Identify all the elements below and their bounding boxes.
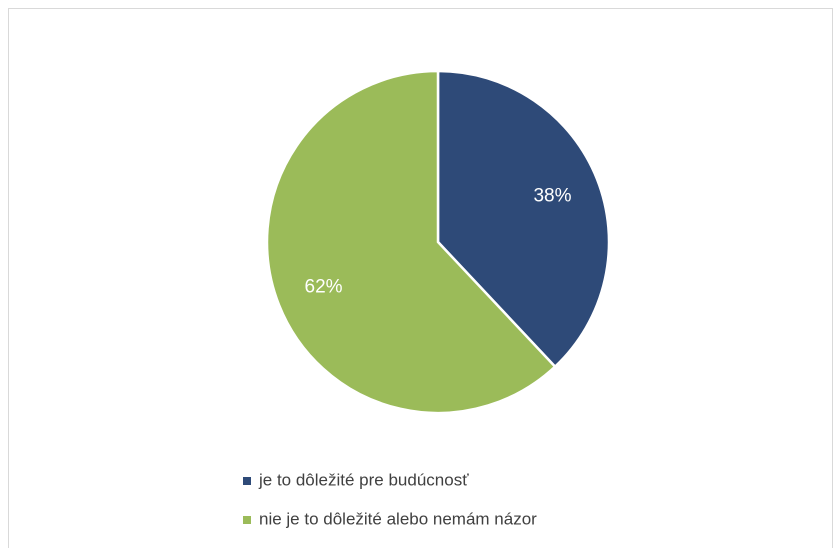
data-label: 62% (305, 276, 343, 297)
pie-slice (436, 69, 611, 369)
legend-marker (243, 516, 251, 524)
pie-slice (265, 69, 557, 415)
legend-marker (243, 477, 251, 485)
chart-border (8, 8, 833, 548)
data-label: 38% (533, 186, 571, 207)
legend-label: nie je to dôležité alebo nemám názor (259, 509, 537, 528)
legend-label: je to dôležité pre budúcnosť (258, 470, 469, 489)
